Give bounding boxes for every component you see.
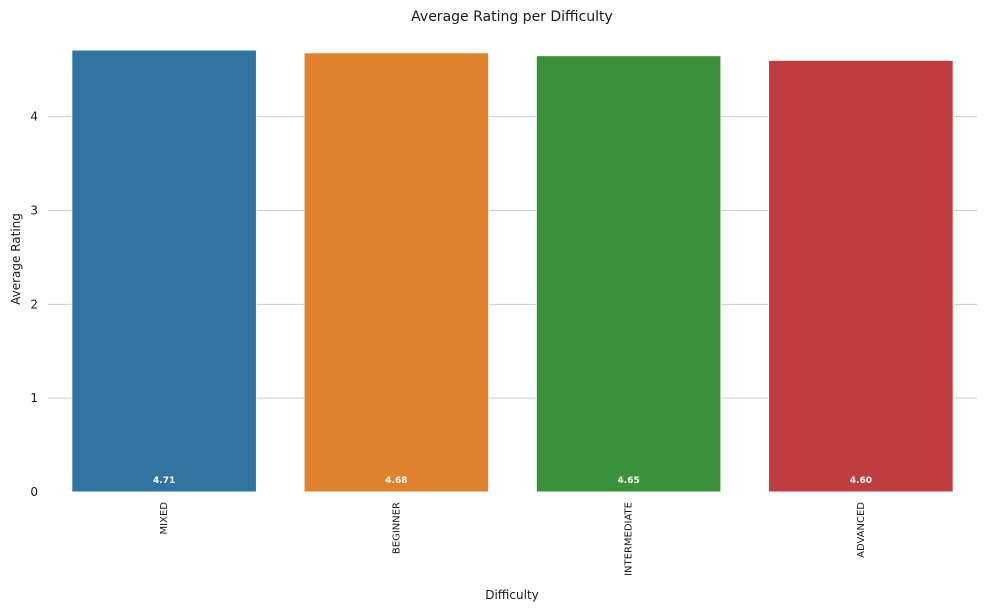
y-tick-label: 2 bbox=[30, 297, 38, 311]
x-tick-label: BEGINNER bbox=[391, 502, 402, 554]
y-tick-label: 3 bbox=[30, 203, 38, 217]
chart-title: Average Rating per Difficulty bbox=[411, 9, 613, 25]
value-label: 4.68 bbox=[385, 476, 407, 486]
x-tick-label: ADVANCED bbox=[856, 502, 867, 558]
y-tick-label: 1 bbox=[30, 391, 38, 405]
x-axis-label: Difficulty bbox=[485, 588, 539, 602]
value-labels: 4.71 4.68 4.65 4.60 bbox=[153, 476, 872, 486]
x-tick-label: INTERMEDIATE bbox=[624, 502, 635, 576]
value-label: 4.65 bbox=[618, 476, 640, 486]
x-tick-label: MIXED bbox=[159, 502, 170, 535]
y-tick-label: 4 bbox=[30, 110, 38, 124]
bar-mixed bbox=[71, 49, 257, 493]
value-label: 4.60 bbox=[850, 476, 872, 486]
y-axis-label: Average Rating bbox=[9, 213, 23, 305]
bars bbox=[71, 49, 954, 493]
bar-advanced bbox=[768, 59, 954, 493]
value-label: 4.71 bbox=[153, 476, 175, 486]
y-tick-label: 0 bbox=[30, 485, 38, 499]
y-axis-ticks: 0 1 2 3 4 bbox=[30, 110, 38, 499]
bar-intermediate bbox=[535, 55, 722, 493]
x-axis-ticks: MIXED BEGINNER INTERMEDIATE ADVANCED bbox=[159, 502, 867, 576]
bar-beginner bbox=[303, 52, 490, 493]
